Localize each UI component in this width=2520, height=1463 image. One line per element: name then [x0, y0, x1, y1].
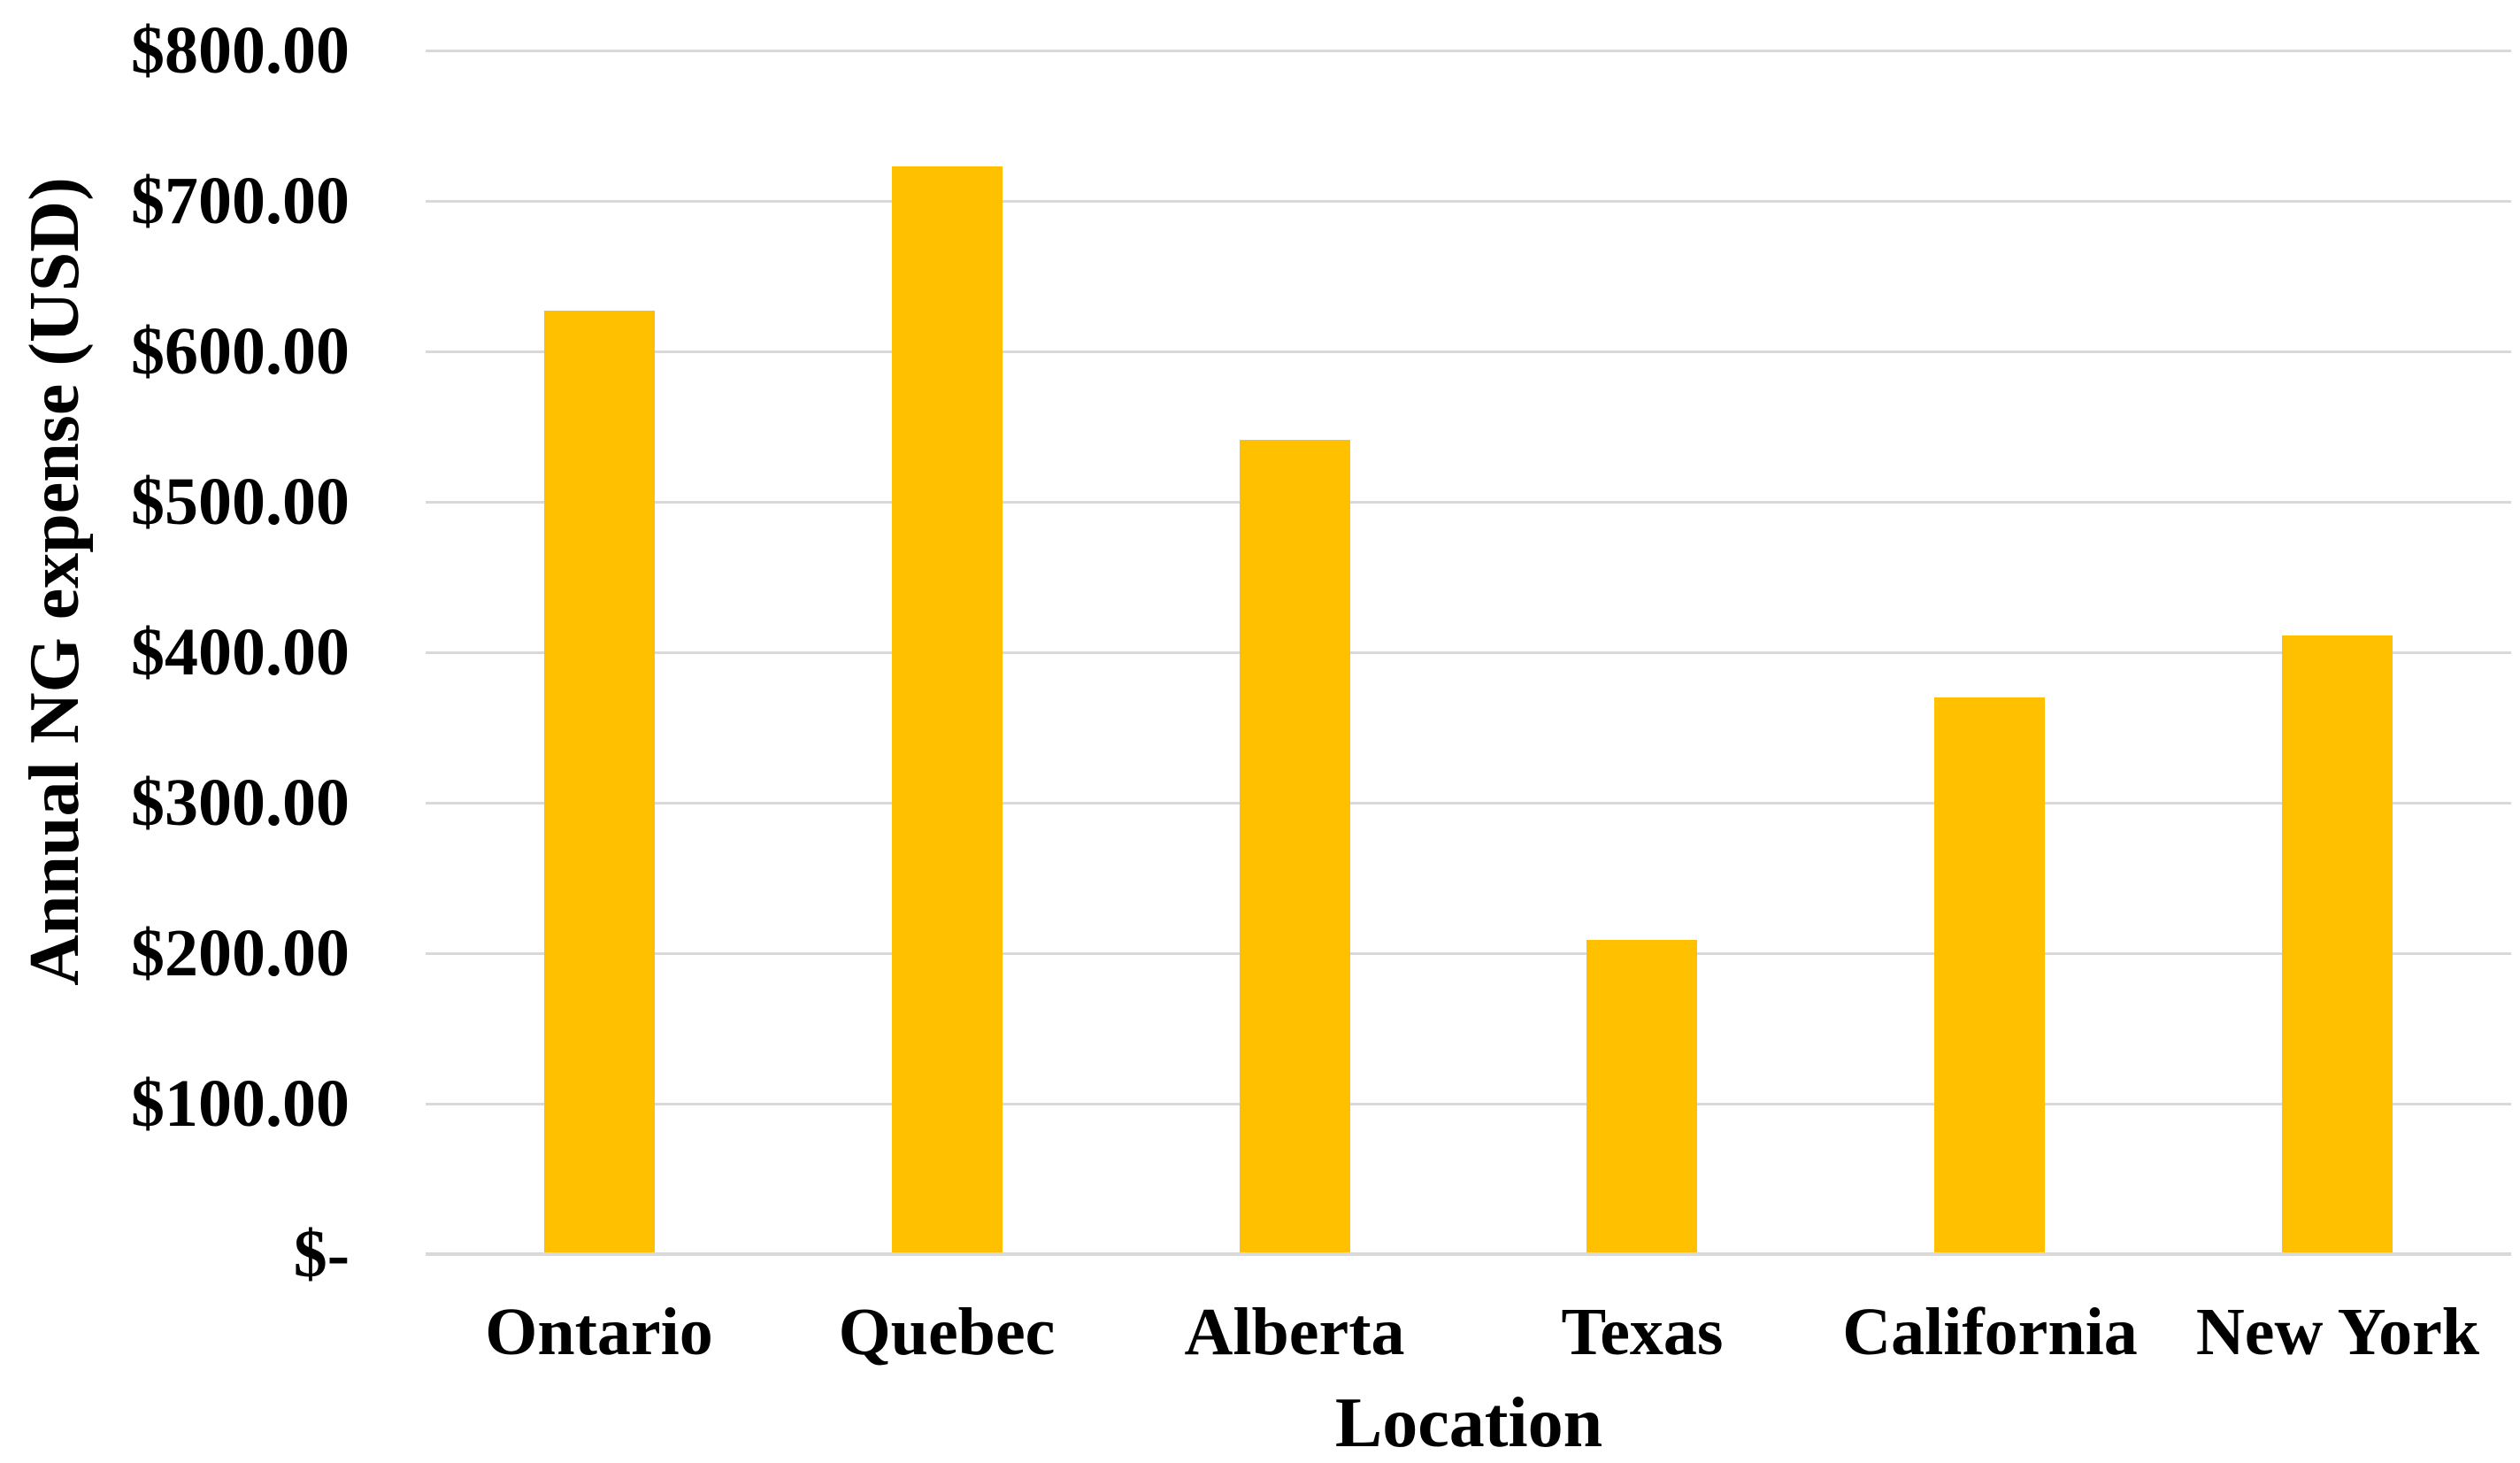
gridline	[426, 50, 2511, 52]
y-tick-label: $200.00	[131, 916, 350, 990]
x-tick-label-new-york: New York	[2195, 1295, 2480, 1369]
x-tick-label-texas: Texas	[1561, 1295, 1724, 1369]
y-tick-label: $-	[293, 1217, 350, 1291]
bar-alberta	[1240, 440, 1350, 1254]
bar-california	[1934, 697, 2045, 1254]
gridline	[426, 501, 2511, 504]
gridline	[426, 802, 2511, 805]
y-tick-label: $600.00	[131, 314, 350, 389]
gridline	[426, 350, 2511, 353]
y-tick-label: $800.00	[131, 13, 350, 88]
x-tick-label-ontario: Ontario	[485, 1295, 713, 1369]
bar-quebec	[892, 166, 1003, 1254]
y-tick-label: $400.00	[131, 615, 350, 689]
y-axis-title: Annual NG expense (USD)	[16, 177, 94, 986]
x-tick-label-alberta: Alberta	[1184, 1295, 1405, 1369]
x-axis-title: Location	[1334, 1384, 1603, 1462]
bar-ontario	[544, 311, 655, 1254]
bar-texas	[1587, 940, 1697, 1254]
gridline	[426, 651, 2511, 654]
y-tick-label: $500.00	[131, 465, 350, 539]
gridline	[426, 200, 2511, 203]
y-tick-label: $300.00	[131, 766, 350, 840]
bar-new-york	[2282, 635, 2393, 1254]
y-tick-label: $100.00	[131, 1066, 350, 1141]
x-tick-label-quebec: Quebec	[838, 1295, 1056, 1369]
x-tick-label-california: California	[1842, 1295, 2138, 1369]
gridline	[426, 952, 2511, 955]
x-axis-baseline	[426, 1252, 2511, 1256]
y-tick-label: $700.00	[131, 164, 350, 238]
gridline	[426, 1103, 2511, 1105]
